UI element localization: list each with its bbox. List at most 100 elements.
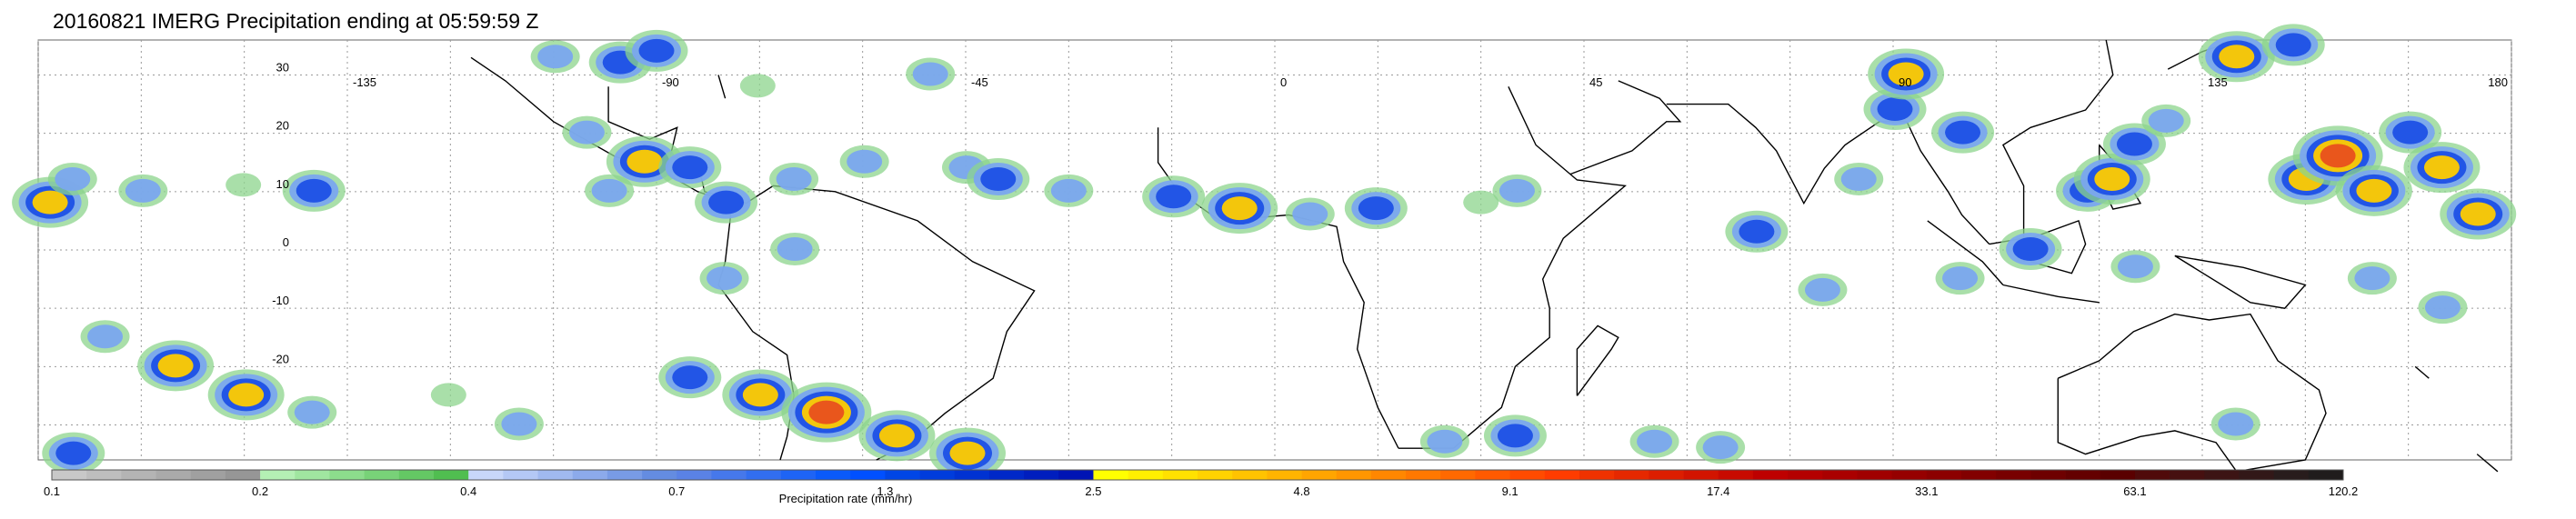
lat-tick-label: 10 bbox=[276, 177, 289, 191]
colorbar-bin bbox=[1475, 470, 1511, 480]
colorbar-bin bbox=[260, 470, 296, 480]
precip-cell bbox=[1044, 174, 1094, 207]
precip-cell bbox=[929, 427, 1006, 479]
colorbar-bin bbox=[572, 470, 608, 480]
precipitation-field bbox=[12, 24, 2517, 479]
colorbar-bin bbox=[1093, 470, 1129, 480]
colorbar-bin bbox=[816, 470, 851, 480]
lat-tick-label: 30 bbox=[276, 61, 289, 75]
colorbar-bin bbox=[606, 470, 643, 480]
precip-cell bbox=[739, 74, 776, 98]
lon-tick-label: 90 bbox=[1899, 75, 1911, 89]
lon-tick-label: -135 bbox=[353, 75, 376, 89]
colorbar-frame bbox=[51, 469, 2344, 481]
colorbar-bin bbox=[1406, 470, 1441, 480]
precip-cell bbox=[1492, 174, 1542, 207]
precip-cell bbox=[858, 410, 936, 462]
colorbar-bin bbox=[988, 470, 1025, 480]
coastline-segment bbox=[2476, 454, 2499, 473]
colorbar-bin bbox=[1718, 470, 1754, 480]
precip-cell bbox=[118, 174, 168, 207]
precip-cell bbox=[2335, 165, 2412, 216]
precip-cell bbox=[585, 174, 635, 207]
precip-cell bbox=[430, 383, 466, 407]
coastline-segment bbox=[2174, 255, 2307, 309]
precip-cell bbox=[1142, 175, 1206, 218]
lon-tick-label: 180 bbox=[2488, 75, 2508, 89]
colorbar-tick-label: 17.4 bbox=[1707, 484, 1729, 498]
colorbar-bin bbox=[1857, 470, 1893, 480]
colorbar-tick-label: 120.2 bbox=[2329, 484, 2359, 498]
colorbar-bin bbox=[1232, 470, 1268, 480]
colorbar-tick-label: 0.2 bbox=[252, 484, 268, 498]
colorbar-bin bbox=[1891, 470, 1928, 480]
colorbar-bin bbox=[1370, 470, 1407, 480]
precip-cell bbox=[1725, 210, 1789, 253]
colorbar-bin bbox=[1198, 470, 1233, 480]
colorbar-tick-label: 1.3 bbox=[877, 484, 893, 498]
colorbar-bin bbox=[155, 470, 192, 480]
colorbar-bin bbox=[434, 470, 469, 480]
colorbar-bin bbox=[1752, 470, 1789, 480]
precip-cell bbox=[625, 29, 688, 72]
colorbar-bin bbox=[1649, 470, 1684, 480]
colorbar-label: Precipitation rate (mm/hr) bbox=[779, 492, 913, 505]
coastline-segment bbox=[2414, 365, 2430, 379]
colorbar-bin bbox=[2170, 470, 2205, 480]
page-title: 20160821 IMERG Precipitation ending at 0… bbox=[53, 9, 539, 33]
colorbar-bin bbox=[1614, 470, 1649, 480]
precip-cell bbox=[1834, 163, 1884, 195]
colorbar-bin bbox=[537, 470, 574, 480]
colorbar-bin bbox=[1544, 470, 1580, 480]
precip-cell bbox=[781, 382, 872, 443]
precip-cell bbox=[722, 369, 799, 421]
colorbar-bin bbox=[1162, 470, 1198, 480]
colorbar-bin bbox=[1058, 470, 1094, 480]
colorbar-bin bbox=[1788, 470, 1823, 480]
precip-cell bbox=[1463, 190, 1499, 215]
colorbar-bin bbox=[746, 470, 782, 480]
colorbar-tick-label: 0.4 bbox=[460, 484, 476, 498]
colorbar-bin bbox=[1926, 470, 1962, 480]
colorbar-bin bbox=[1579, 470, 1615, 480]
precip-cell bbox=[695, 181, 758, 224]
colorbar-bin bbox=[2030, 470, 2066, 480]
colorbar-bin bbox=[1128, 470, 1164, 480]
colorbar-bin bbox=[1683, 470, 1719, 480]
precip-cell bbox=[770, 233, 820, 265]
precip-cell bbox=[1931, 111, 1995, 154]
colorbar-bin bbox=[468, 470, 504, 480]
precip-cell bbox=[658, 356, 722, 399]
precip-cell bbox=[1285, 197, 1335, 231]
colorbar-bin bbox=[2239, 470, 2275, 480]
precip-cell bbox=[1629, 424, 1679, 458]
colorbar-bin bbox=[52, 470, 87, 480]
colorbar-bin bbox=[398, 470, 435, 480]
colorbar-tick-label: 4.8 bbox=[1294, 484, 1310, 498]
precip-cell bbox=[2379, 111, 2442, 154]
precip-cell bbox=[42, 432, 105, 474]
precip-cell bbox=[2110, 250, 2160, 284]
colorbar-bin bbox=[364, 470, 400, 480]
colorbar-bin bbox=[2273, 470, 2310, 480]
colorbar-bin bbox=[121, 470, 156, 480]
precip-cell bbox=[2261, 24, 2325, 66]
colorbar-bin bbox=[954, 470, 990, 480]
lon-tick-label: -45 bbox=[971, 75, 988, 89]
colorbar-bins bbox=[51, 469, 2344, 481]
coastline-segment bbox=[1398, 86, 1627, 449]
colorbar-bin bbox=[1267, 470, 1302, 480]
precip-cell bbox=[967, 158, 1030, 200]
colorbar-bin bbox=[780, 470, 817, 480]
precip-cell bbox=[530, 40, 580, 74]
colorbar-bin bbox=[1822, 470, 1858, 480]
precip-cell bbox=[2102, 123, 2166, 165]
precip-cell bbox=[1483, 414, 1547, 457]
precip-cell bbox=[2440, 188, 2517, 240]
colorbar-tick-label: 9.1 bbox=[1502, 484, 1519, 498]
precip-cell bbox=[2210, 407, 2260, 441]
colorbar-bin bbox=[1961, 470, 1997, 480]
colorbar-bin bbox=[711, 470, 747, 480]
lon-tick-label: 45 bbox=[1589, 75, 1602, 89]
colorbar-bin bbox=[2134, 470, 2170, 480]
